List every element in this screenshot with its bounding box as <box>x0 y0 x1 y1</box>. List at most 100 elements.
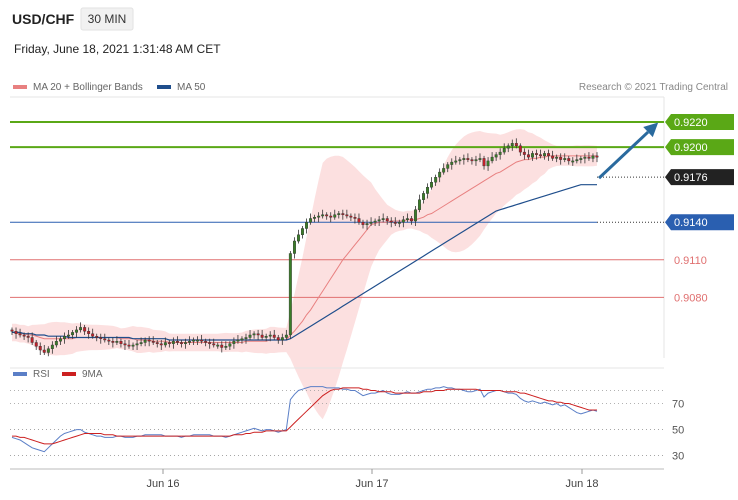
candle-body <box>514 143 518 147</box>
candle <box>244 333 248 344</box>
candle-body <box>357 218 361 223</box>
candle-body <box>551 155 555 159</box>
candle <box>115 336 119 345</box>
candle-body <box>539 154 542 157</box>
candle <box>466 153 470 163</box>
candle-body <box>587 156 591 159</box>
candle-body <box>418 199 421 210</box>
candle <box>357 213 361 225</box>
candle <box>353 213 357 224</box>
rsi-ma-legend-swatch <box>62 372 76 376</box>
candle-body <box>543 153 546 157</box>
candle <box>240 336 244 344</box>
candle-body <box>426 186 429 194</box>
candle <box>200 334 204 344</box>
candle <box>123 339 127 350</box>
candle-body <box>345 214 349 217</box>
candle-body <box>571 160 575 163</box>
candle-body <box>305 221 308 229</box>
candle-body <box>99 337 103 339</box>
candle-body <box>490 156 494 162</box>
candle <box>462 154 466 165</box>
candle <box>143 337 147 347</box>
candle-body <box>252 333 256 336</box>
candle <box>54 336 58 348</box>
candle-body <box>510 143 514 147</box>
candle <box>280 333 284 345</box>
rsi-lines <box>11 386 598 453</box>
candle <box>438 168 442 183</box>
candle-body <box>422 193 425 200</box>
candle-body <box>54 341 58 346</box>
timeframe-badge[interactable] <box>80 7 134 31</box>
candle <box>365 219 369 230</box>
candle <box>272 329 276 340</box>
candle-body <box>75 329 79 333</box>
candle <box>522 148 526 160</box>
level-0-9140-tag <box>665 214 734 231</box>
candle-body <box>462 158 466 160</box>
candle <box>333 209 337 220</box>
candle-body <box>535 153 538 155</box>
candle-body <box>555 156 559 159</box>
candle-body <box>192 339 196 342</box>
candle-body <box>14 331 18 334</box>
candle <box>454 155 458 165</box>
candle <box>228 341 232 350</box>
candle <box>341 209 345 220</box>
candle <box>224 341 228 350</box>
candle-body <box>256 333 260 336</box>
candle-body <box>583 156 587 159</box>
candle <box>18 328 22 338</box>
candle-body <box>309 218 312 223</box>
candle <box>543 150 546 160</box>
candle <box>514 138 518 149</box>
candle <box>478 153 482 163</box>
candle-body <box>103 338 107 341</box>
rsi-legend-label: RSI <box>33 369 50 380</box>
candle <box>474 155 478 166</box>
candle <box>502 143 506 155</box>
level-0-9176-tag <box>665 169 734 186</box>
level-0-9176-tag-label: 0.9176 <box>674 172 708 184</box>
candle <box>30 332 34 345</box>
candle <box>313 214 316 223</box>
candle <box>14 327 18 339</box>
candle <box>260 329 264 340</box>
level-0-9110-tag-label: 0.9110 <box>674 255 707 267</box>
candle-body <box>135 343 139 346</box>
candle-body <box>139 342 143 344</box>
candle <box>325 212 329 220</box>
rsi-line <box>11 386 598 453</box>
candle-body <box>482 158 486 167</box>
watermark: 搜狐号@外汇达人 <box>610 476 722 492</box>
candle-body <box>284 334 288 338</box>
candle <box>131 342 135 350</box>
candle <box>147 336 151 347</box>
candle-body <box>349 215 353 218</box>
candle-body <box>353 216 357 219</box>
candle-body <box>83 327 87 332</box>
candle-body <box>188 341 192 343</box>
ma50-legend-label: MA 50 <box>177 82 206 93</box>
candle-body <box>42 349 46 353</box>
candle <box>361 219 365 229</box>
candle-body <box>341 213 345 215</box>
candle-body <box>196 339 200 342</box>
candle-body <box>280 337 284 341</box>
level-0-9140-tag-label: 0.9140 <box>674 217 708 229</box>
candle-body <box>276 337 280 341</box>
candle-body <box>438 171 442 178</box>
candle-body <box>66 334 70 337</box>
candle-body <box>183 342 187 344</box>
candle <box>587 152 591 161</box>
candle-body <box>10 329 14 332</box>
candle <box>563 153 567 163</box>
candles <box>10 138 599 357</box>
candle <box>216 342 220 349</box>
candle <box>26 332 30 343</box>
level-0-9200-tag-label: 0.9200 <box>674 142 708 154</box>
candle-body <box>478 158 482 160</box>
candle-body <box>115 341 119 343</box>
